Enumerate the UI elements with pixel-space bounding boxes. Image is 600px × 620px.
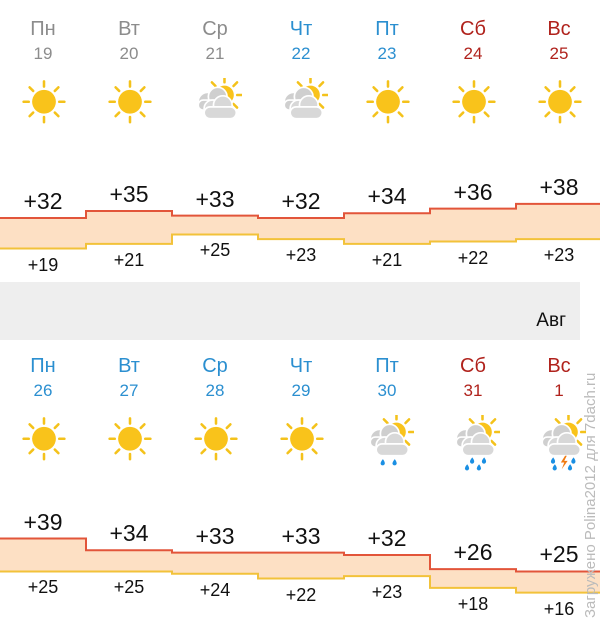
low-temp: +25	[113, 577, 145, 598]
day-name: Сб	[460, 18, 486, 40]
day-name: Пт	[375, 18, 399, 40]
temp-range-bar	[258, 552, 344, 579]
day-name: Вт	[118, 18, 140, 40]
temp-range-bar	[430, 569, 516, 588]
high-temp: +38	[539, 173, 579, 200]
high-temp: +36	[453, 178, 493, 205]
temp-range-bar	[86, 550, 172, 572]
day-date: 30	[377, 381, 397, 400]
high-temp-line	[0, 202, 600, 219]
day-name: Пн	[30, 355, 56, 377]
low-temp: +23	[371, 582, 403, 603]
high-temp: +26	[453, 539, 493, 566]
sun-icon	[22, 80, 66, 124]
day-name: Сб	[460, 355, 486, 377]
day-date: 19	[33, 44, 53, 63]
low-temp: +21	[371, 249, 403, 270]
high-temp: +25	[539, 541, 579, 568]
low-temp: +23	[285, 245, 317, 266]
day-date: 28	[205, 381, 225, 400]
sun-icon	[108, 80, 152, 124]
day-name: Чт	[289, 18, 313, 40]
high-temp-line	[0, 537, 600, 573]
day-date: 23	[377, 44, 397, 63]
day-date: 26	[33, 381, 53, 400]
day-date: 31	[463, 381, 483, 400]
temp-range-bar	[344, 213, 430, 244]
sun-icon	[452, 80, 496, 124]
temp-range-bar	[172, 215, 258, 235]
sun-icon	[108, 417, 152, 461]
day-name: Ср	[202, 18, 228, 40]
high-temp: +39	[23, 508, 63, 535]
low-temp: +22	[457, 247, 489, 268]
high-temp: +34	[367, 183, 407, 210]
low-temp: +25	[27, 577, 59, 598]
day-name: Ср	[202, 355, 228, 377]
partly-cloudy-icon	[283, 78, 328, 120]
sun-icon	[366, 80, 410, 124]
high-temp: +33	[281, 522, 321, 549]
high-temp: +34	[109, 520, 149, 547]
day-name: Пт	[375, 355, 399, 377]
low-temp: +18	[457, 593, 489, 614]
temperature-band	[0, 202, 600, 250]
low-temp: +22	[285, 584, 317, 605]
sun-icon	[194, 417, 238, 461]
temp-range-bar	[430, 208, 516, 242]
low-temp-line	[0, 233, 600, 250]
day-date: 21	[205, 44, 225, 63]
high-temp: +32	[367, 525, 407, 551]
heavy-rain-icon	[455, 415, 500, 471]
day-date: 24	[463, 44, 483, 63]
watermark: Загружено Polina2012 для 7dach.ru	[582, 372, 599, 618]
temp-range-bar	[86, 210, 172, 244]
low-temp: +23	[543, 245, 575, 266]
low-temp: +25	[199, 240, 231, 261]
day-name: Чт	[289, 355, 313, 377]
partly-cloudy-icon	[197, 78, 242, 120]
day-date: 22	[291, 44, 311, 63]
high-temp: +33	[195, 185, 235, 212]
sun-icon	[538, 80, 582, 124]
day-name: Вс	[547, 18, 571, 40]
month-label: Авг	[536, 310, 566, 331]
day-name: Пн	[30, 18, 56, 40]
low-temp: +16	[543, 598, 575, 619]
rain-icon	[369, 415, 414, 466]
temp-range-bar	[172, 552, 258, 574]
temp-range-bar	[0, 538, 86, 572]
day-date: 20	[119, 44, 139, 63]
thunderstorm-icon	[541, 415, 586, 471]
low-temp: +24	[199, 579, 231, 600]
sun-icon	[22, 417, 66, 461]
low-temp-line	[0, 570, 600, 594]
temp-range-bar	[344, 555, 430, 577]
temp-range-bar	[516, 203, 600, 240]
day-date: 29	[291, 381, 311, 400]
temp-range-bar	[516, 571, 600, 593]
day-date: 25	[549, 44, 569, 63]
day-date: 1	[554, 381, 564, 400]
high-temp: +33	[195, 522, 235, 549]
temp-range-bar	[258, 218, 344, 240]
week-1: Пн 19 +32 +19 Вт 20 +35 +21 Ср 21 +33 +25 Ч…	[0, 0, 600, 280]
day-date: 27	[119, 381, 139, 400]
temperature-band	[0, 537, 600, 594]
month-separator: Авг	[0, 282, 580, 340]
low-temp: +19	[27, 254, 59, 275]
day-name: Вт	[118, 355, 140, 377]
temp-range-bar	[0, 218, 86, 249]
day-name: Вс	[547, 355, 571, 377]
high-temp: +32	[281, 188, 321, 214]
high-temp: +32	[23, 188, 63, 214]
high-temp: +35	[109, 180, 149, 207]
low-temp: +21	[113, 249, 145, 270]
sun-icon	[280, 417, 324, 461]
week-2: Пн 26 +39 +25 Вт 27 +34 +25 Ср 28 +33 +24 Ч…	[0, 337, 600, 619]
